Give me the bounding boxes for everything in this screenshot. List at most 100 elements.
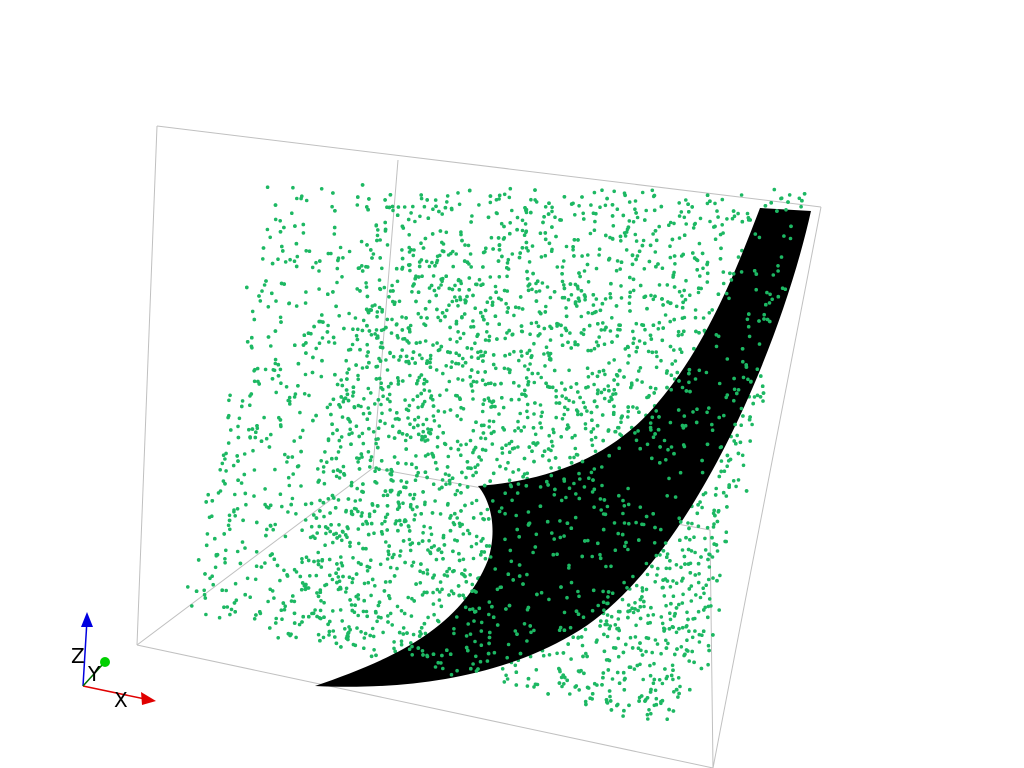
data-point bbox=[360, 455, 364, 459]
data-point bbox=[395, 604, 400, 609]
data-point bbox=[468, 632, 473, 636]
data-point bbox=[710, 308, 714, 312]
data-point bbox=[538, 421, 542, 425]
data-point bbox=[339, 395, 344, 399]
data-point bbox=[483, 448, 488, 453]
data-point bbox=[645, 712, 650, 717]
data-point bbox=[272, 596, 276, 600]
data-point bbox=[375, 238, 379, 243]
data-point bbox=[705, 193, 710, 197]
data-point bbox=[674, 563, 679, 567]
data-point bbox=[304, 341, 308, 345]
data-point bbox=[317, 524, 322, 529]
data-point bbox=[237, 416, 242, 421]
data-point bbox=[233, 492, 237, 497]
data-point bbox=[392, 574, 397, 578]
data-point bbox=[258, 610, 262, 614]
data-point bbox=[496, 259, 501, 263]
data-point bbox=[615, 670, 620, 675]
data-point bbox=[615, 259, 620, 263]
data-point bbox=[408, 329, 412, 334]
data-point bbox=[530, 244, 535, 248]
data-point bbox=[499, 585, 504, 589]
data-point bbox=[442, 543, 447, 547]
data-point bbox=[344, 358, 349, 363]
data-point bbox=[347, 432, 352, 437]
data-point bbox=[576, 343, 580, 347]
data-point bbox=[569, 385, 573, 390]
data-point bbox=[688, 537, 692, 542]
data-point bbox=[576, 635, 581, 640]
data-point bbox=[410, 356, 415, 361]
data-point bbox=[295, 464, 300, 469]
data-point bbox=[727, 483, 731, 487]
data-point bbox=[459, 491, 463, 495]
data-point bbox=[697, 331, 701, 335]
data-point bbox=[687, 526, 691, 531]
data-point bbox=[242, 452, 247, 456]
data-point bbox=[322, 600, 326, 605]
data-point bbox=[352, 405, 357, 410]
data-point bbox=[602, 498, 607, 502]
data-point bbox=[646, 395, 651, 399]
data-point bbox=[525, 572, 529, 577]
data-point bbox=[227, 413, 231, 418]
data-point bbox=[665, 552, 670, 556]
data-point bbox=[486, 381, 491, 386]
data-point bbox=[592, 487, 597, 492]
data-point bbox=[381, 394, 385, 399]
data-point bbox=[759, 374, 763, 378]
data-point bbox=[505, 261, 510, 265]
data-point bbox=[722, 413, 726, 418]
data-point bbox=[529, 210, 533, 215]
data-point bbox=[752, 269, 757, 273]
data-point bbox=[251, 448, 255, 453]
data-point bbox=[674, 630, 679, 635]
data-point bbox=[379, 328, 384, 333]
data-point bbox=[640, 589, 645, 593]
data-point bbox=[481, 250, 486, 255]
data-point bbox=[653, 250, 658, 254]
data-point bbox=[321, 635, 326, 640]
data-point bbox=[459, 405, 463, 410]
data-point bbox=[299, 449, 303, 454]
data-point bbox=[560, 394, 564, 398]
data-point bbox=[339, 645, 343, 649]
data-point bbox=[465, 485, 470, 489]
data-point bbox=[295, 254, 300, 259]
data-point bbox=[593, 449, 598, 454]
data-point bbox=[573, 300, 578, 304]
data-point bbox=[458, 397, 462, 402]
data-point bbox=[279, 381, 283, 386]
data-point bbox=[460, 315, 464, 320]
data-point bbox=[439, 661, 443, 665]
data-point bbox=[586, 280, 591, 284]
data-point bbox=[261, 257, 265, 261]
data-point bbox=[240, 540, 245, 544]
data-point bbox=[411, 350, 416, 354]
data-point bbox=[250, 427, 255, 431]
data-point bbox=[592, 505, 596, 510]
data-point bbox=[668, 220, 673, 225]
data-point bbox=[547, 354, 551, 358]
data-point bbox=[362, 397, 366, 401]
data-point bbox=[706, 577, 711, 582]
data-point bbox=[423, 631, 428, 636]
data-point bbox=[326, 323, 330, 328]
data-point bbox=[549, 439, 554, 444]
data-point bbox=[265, 185, 270, 189]
data-point bbox=[711, 576, 715, 580]
data-point bbox=[440, 587, 444, 592]
z-axis-arrow-icon bbox=[81, 612, 93, 627]
data-point bbox=[732, 376, 736, 381]
data-point bbox=[270, 291, 274, 296]
data-point bbox=[337, 534, 342, 538]
data-point bbox=[654, 553, 659, 558]
data-point bbox=[248, 595, 252, 599]
data-point bbox=[378, 238, 383, 242]
data-point bbox=[579, 635, 584, 639]
data-point bbox=[688, 389, 692, 394]
data-point bbox=[776, 264, 780, 268]
data-point bbox=[429, 545, 434, 550]
